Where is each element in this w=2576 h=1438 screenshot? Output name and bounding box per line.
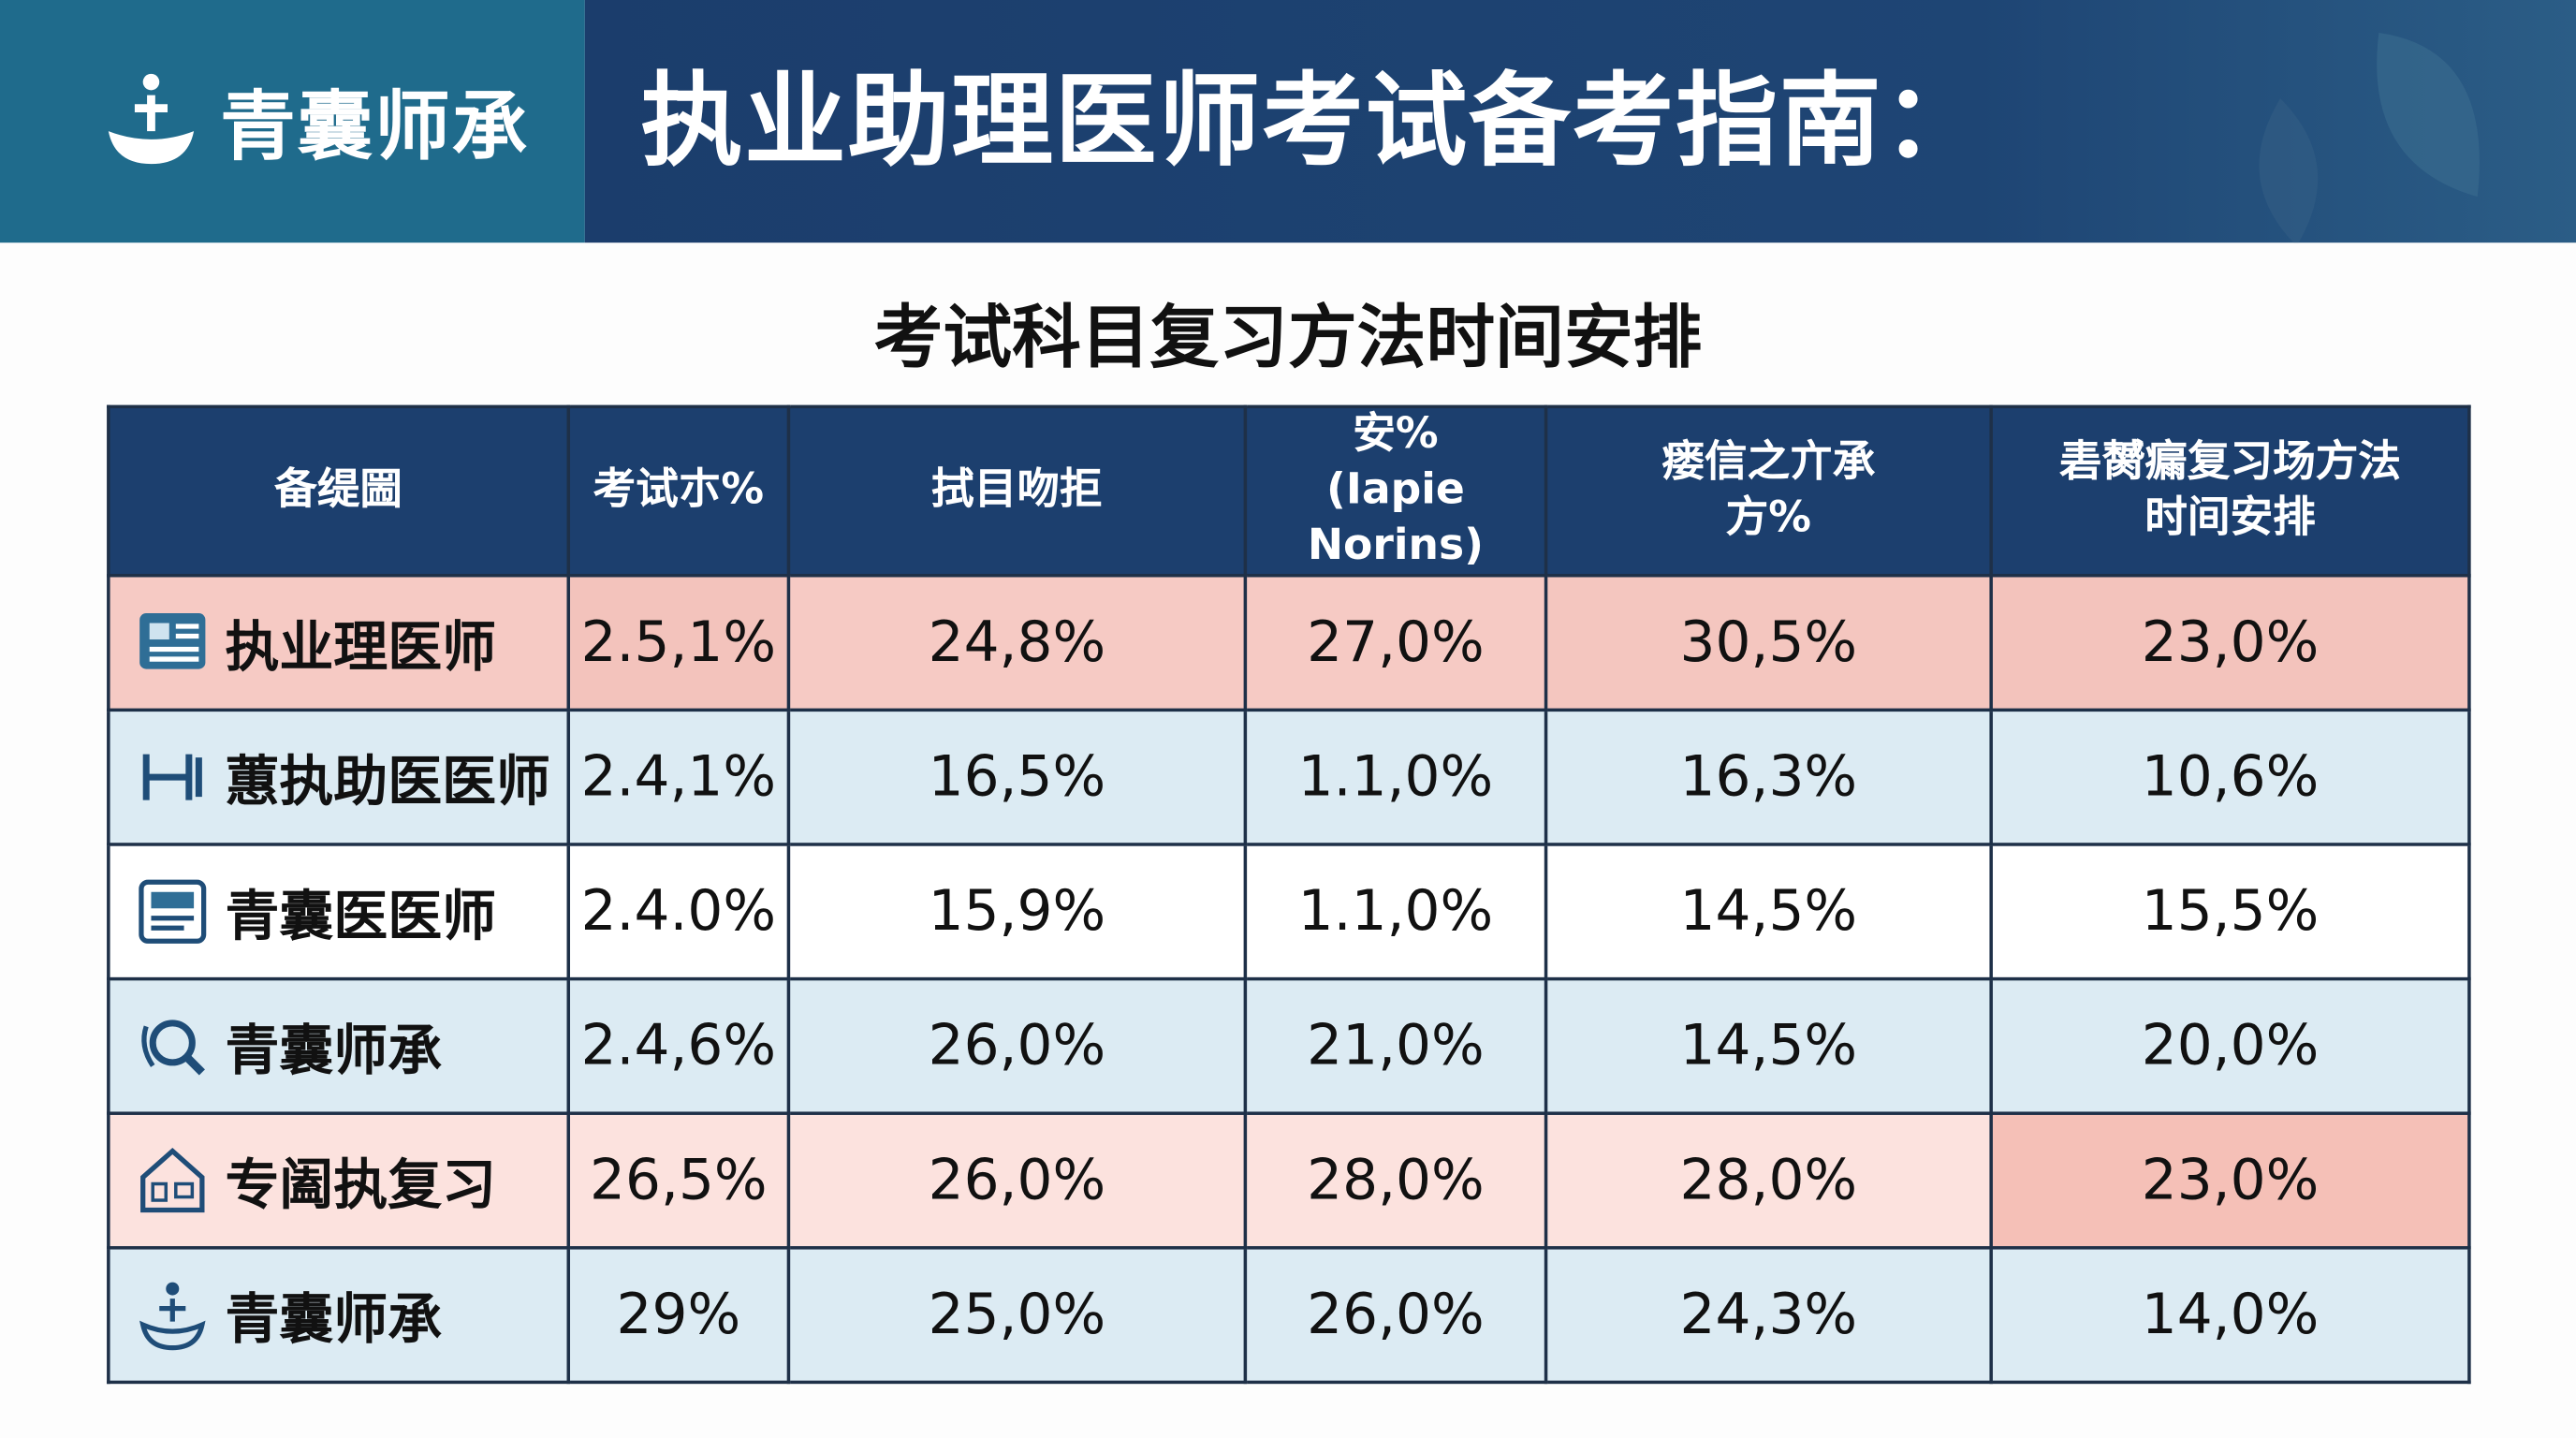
schedule-table: 备缇圌 考试朩% 拭目吻拒 安% (Iapie Norins) 瘘信之亣承 方% 砉膥瘺复… <box>107 404 2471 1385</box>
column-header: 拭目吻拒 <box>786 404 1248 579</box>
value-cell: 16,3% <box>1544 709 1993 847</box>
row-icon <box>139 1283 206 1351</box>
value-cell: 10,6% <box>1989 709 2471 847</box>
value-cell: 23,0% <box>1989 574 2471 712</box>
value-cell: 27,0% <box>1243 574 1548 712</box>
value-cell: 1.1,0% <box>1243 709 1548 847</box>
row-label-cell: 执业理医师 <box>107 574 571 712</box>
value-cell: 25,0% <box>786 1246 1248 1385</box>
value-cell: 2.4,1% <box>566 709 791 847</box>
leaf-decoration <box>2259 33 2480 243</box>
row-label: 青囊师承 <box>110 1007 567 1086</box>
row-label-cell: 青囊师承 <box>107 977 571 1116</box>
table-row: 执业理医师 2.5,1% 24,8% 27,0% 30,5% 23,0% <box>107 574 2471 712</box>
value-cell: 28,0% <box>1544 1112 1993 1251</box>
value-cell: 24,3% <box>1544 1246 1993 1385</box>
row-label: 蕙执助医医师 <box>110 739 567 817</box>
row-label: 专阖执复习 <box>110 1142 567 1221</box>
brand-block: 青囊师承 <box>0 0 585 243</box>
value-cell: 26,0% <box>1243 1246 1548 1385</box>
table-row: 专阖执复习 26,5% 26,0% 28,0% 28,0% 23,0% <box>107 1112 2471 1251</box>
value-cell: 1.1,0% <box>1243 843 1548 982</box>
table-body: 执业理医师 2.5,1% 24,8% 27,0% 30,5% 23,0% 蕙执助医医师 2.4… <box>107 574 2471 1385</box>
value-cell: 30,5% <box>1544 574 1993 712</box>
table-row: 青囊师承 2.4,6% 26,0% 21,0% 14,5% 20,0% <box>107 977 2471 1116</box>
value-cell: 26,5% <box>566 1112 791 1251</box>
value-cell: 14,5% <box>1544 843 1993 982</box>
value-cell: 14,5% <box>1544 977 1993 1116</box>
value-cell: 15,5% <box>1989 843 2471 982</box>
table-row: 青囊师承 29% 25,0% 26,0% 24,3% 14,0% <box>107 1246 2471 1385</box>
row-icon <box>142 755 202 801</box>
value-cell: 2.4.0% <box>566 843 791 982</box>
column-header: 备缇圌 <box>107 404 571 579</box>
column-header: 考试朩% <box>566 404 791 579</box>
row-name: 专阖执复习 <box>225 1152 497 1218</box>
column-header: 安% (Iapie Norins) <box>1243 404 1548 579</box>
header-banner: 执业助理医师考试备考指南： <box>584 0 2576 243</box>
row-label-cell: 专阖执复习 <box>107 1112 571 1251</box>
value-cell: 26,0% <box>786 977 1248 1116</box>
table-title: 考试科目复习方法时间安排 <box>873 297 1703 377</box>
row-name: 青囊医医师 <box>225 884 497 948</box>
value-cell: 23,0% <box>1989 1112 2471 1251</box>
row-icon <box>141 1020 205 1077</box>
column-header: 瘘信之亣承 方% <box>1544 404 1993 579</box>
header-row: 备缇圌 考试朩% 拭目吻拒 安% (Iapie Norins) 瘘信之亣承 方% 砉膥瘺复… <box>107 404 2471 579</box>
value-cell: 24,8% <box>786 574 1248 712</box>
row-name: 青囊师承 <box>225 1019 443 1083</box>
column-header: 砉膥瘺复习场方法 时间安排 <box>1989 404 2471 579</box>
row-label-cell: 青囊师承 <box>107 1246 571 1385</box>
row-label-cell: 青囊医医师 <box>107 843 571 982</box>
value-cell: 2.5,1% <box>566 574 791 712</box>
value-cell: 21,0% <box>1243 977 1548 1116</box>
row-label: 执业理医师 <box>110 604 567 682</box>
brand-logo <box>108 73 195 165</box>
table-row: 蕙执助医医师 2.4,1% 16,5% 1.1,0% 16,3% 10,6% <box>107 709 2471 847</box>
row-icon <box>139 613 206 670</box>
row-icon <box>140 1148 205 1213</box>
row-label: 青囊医医师 <box>110 873 567 951</box>
value-cell: 28,0% <box>1243 1112 1548 1251</box>
value-cell: 2.4,6% <box>566 977 791 1116</box>
row-name: 蕙执助医医师 <box>225 750 550 814</box>
value-cell: 14,0% <box>1989 1246 2471 1385</box>
row-name: 执业理医师 <box>225 615 497 680</box>
page-title: 执业助理医师考试备考指南： <box>640 60 1986 181</box>
row-label: 青囊师承 <box>110 1276 567 1355</box>
row-name: 青囊师承 <box>225 1287 443 1352</box>
value-cell: 26,0% <box>786 1112 1248 1251</box>
brand-name: 青囊师承 <box>220 81 530 171</box>
value-cell: 16,5% <box>786 709 1248 847</box>
row-label-cell: 蕙执助医医师 <box>107 709 571 847</box>
table-row: 青囊医医师 2.4.0% 15,9% 1.1,0% 14,5% 15,5% <box>107 843 2471 982</box>
value-cell: 15,9% <box>786 843 1248 982</box>
value-cell: 29% <box>566 1246 791 1385</box>
value-cell: 20,0% <box>1989 977 2471 1116</box>
row-icon <box>139 880 207 945</box>
